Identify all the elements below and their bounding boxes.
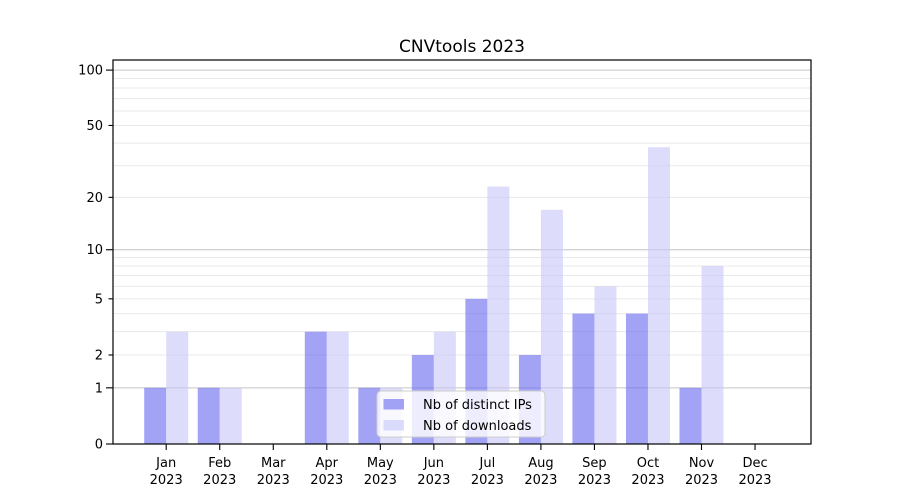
bar-distinct-ips-oct (625, 313, 648, 444)
y-tick-label: 2 (95, 348, 103, 363)
x-tick-label-month: Jul (479, 456, 496, 471)
x-tick-label-year: 2023 (685, 473, 718, 488)
legend-label-downloads: Nb of downloads (423, 419, 532, 434)
plot-border (112, 59, 812, 445)
y-tick-label: 50 (86, 119, 103, 134)
bar-downloads-nov (701, 265, 724, 444)
x-tick-label-month: Jan (155, 456, 176, 471)
x-tick-label-year: 2023 (524, 473, 557, 488)
x-tick-label-year: 2023 (631, 473, 664, 488)
bar-downloads-oct (647, 147, 670, 445)
bar-downloads-sep (594, 286, 617, 444)
legend-label-distinct-ips: Nb of distinct IPs (423, 398, 532, 413)
legend-box (376, 390, 546, 438)
bar-distinct-ips-sep (572, 313, 595, 444)
axis-ticks (106, 69, 756, 450)
bar-downloads-feb (219, 387, 242, 444)
bar-distinct-ips-jan (144, 387, 167, 444)
bar-downloads-apr (326, 331, 349, 444)
x-tick-label-year: 2023 (738, 473, 771, 488)
x-tick-label-month: Apr (316, 456, 339, 471)
x-tick-label-year: 2023 (150, 473, 183, 488)
x-tick-label-year: 2023 (578, 473, 611, 488)
x-tick-labels: Jan 2023 Feb 2023 Mar 2023 Apr 2023 May 2023 Jun 20… (150, 456, 772, 488)
y-tick-label: 20 (86, 191, 103, 206)
x-tick-label-month: Oct (637, 456, 659, 471)
legend: Nb of distinct IPs Nb of downloads (376, 390, 546, 438)
x-tick-label-month: May (367, 456, 394, 471)
x-tick-label-month: Dec (742, 456, 767, 471)
y-tick-label: 1 (95, 381, 103, 396)
bar-downloads-jul (487, 186, 510, 444)
y-tick-label: 100 (78, 64, 103, 79)
x-tick-label-year: 2023 (417, 473, 450, 488)
bar-distinct-ips-apr (304, 331, 327, 444)
x-tick-label-year: 2023 (310, 473, 343, 488)
x-tick-label-month: Aug (528, 456, 553, 471)
bar-distinct-ips-feb (197, 387, 220, 444)
bar-downloads-jan (166, 331, 189, 444)
y-tick-label: 5 (95, 292, 103, 307)
bar-distinct-ips-nov (679, 387, 702, 444)
minor-gridlines (113, 78, 811, 356)
y-tick-label: 10 (86, 243, 103, 258)
legend-swatch-distinct-ips (383, 399, 404, 410)
y-tick-label: 0 (95, 438, 103, 453)
x-tick-label-year: 2023 (471, 473, 504, 488)
x-tick-label-year: 2023 (257, 473, 290, 488)
bar-downloads-aug (540, 209, 563, 444)
x-tick-label-month: Feb (208, 456, 231, 471)
bar-distinct-ips-may (358, 387, 381, 444)
x-tick-label-year: 2023 (203, 473, 236, 488)
x-tick-label-month: Mar (261, 456, 286, 471)
legend-swatch-downloads (383, 420, 404, 431)
chart-title: CNVtools 2023 (399, 37, 525, 57)
x-tick-label-month: Nov (689, 456, 715, 471)
x-tick-label-month: Sep (582, 456, 607, 471)
x-tick-label-year: 2023 (364, 473, 397, 488)
x-tick-label-month: Jun (423, 456, 444, 471)
